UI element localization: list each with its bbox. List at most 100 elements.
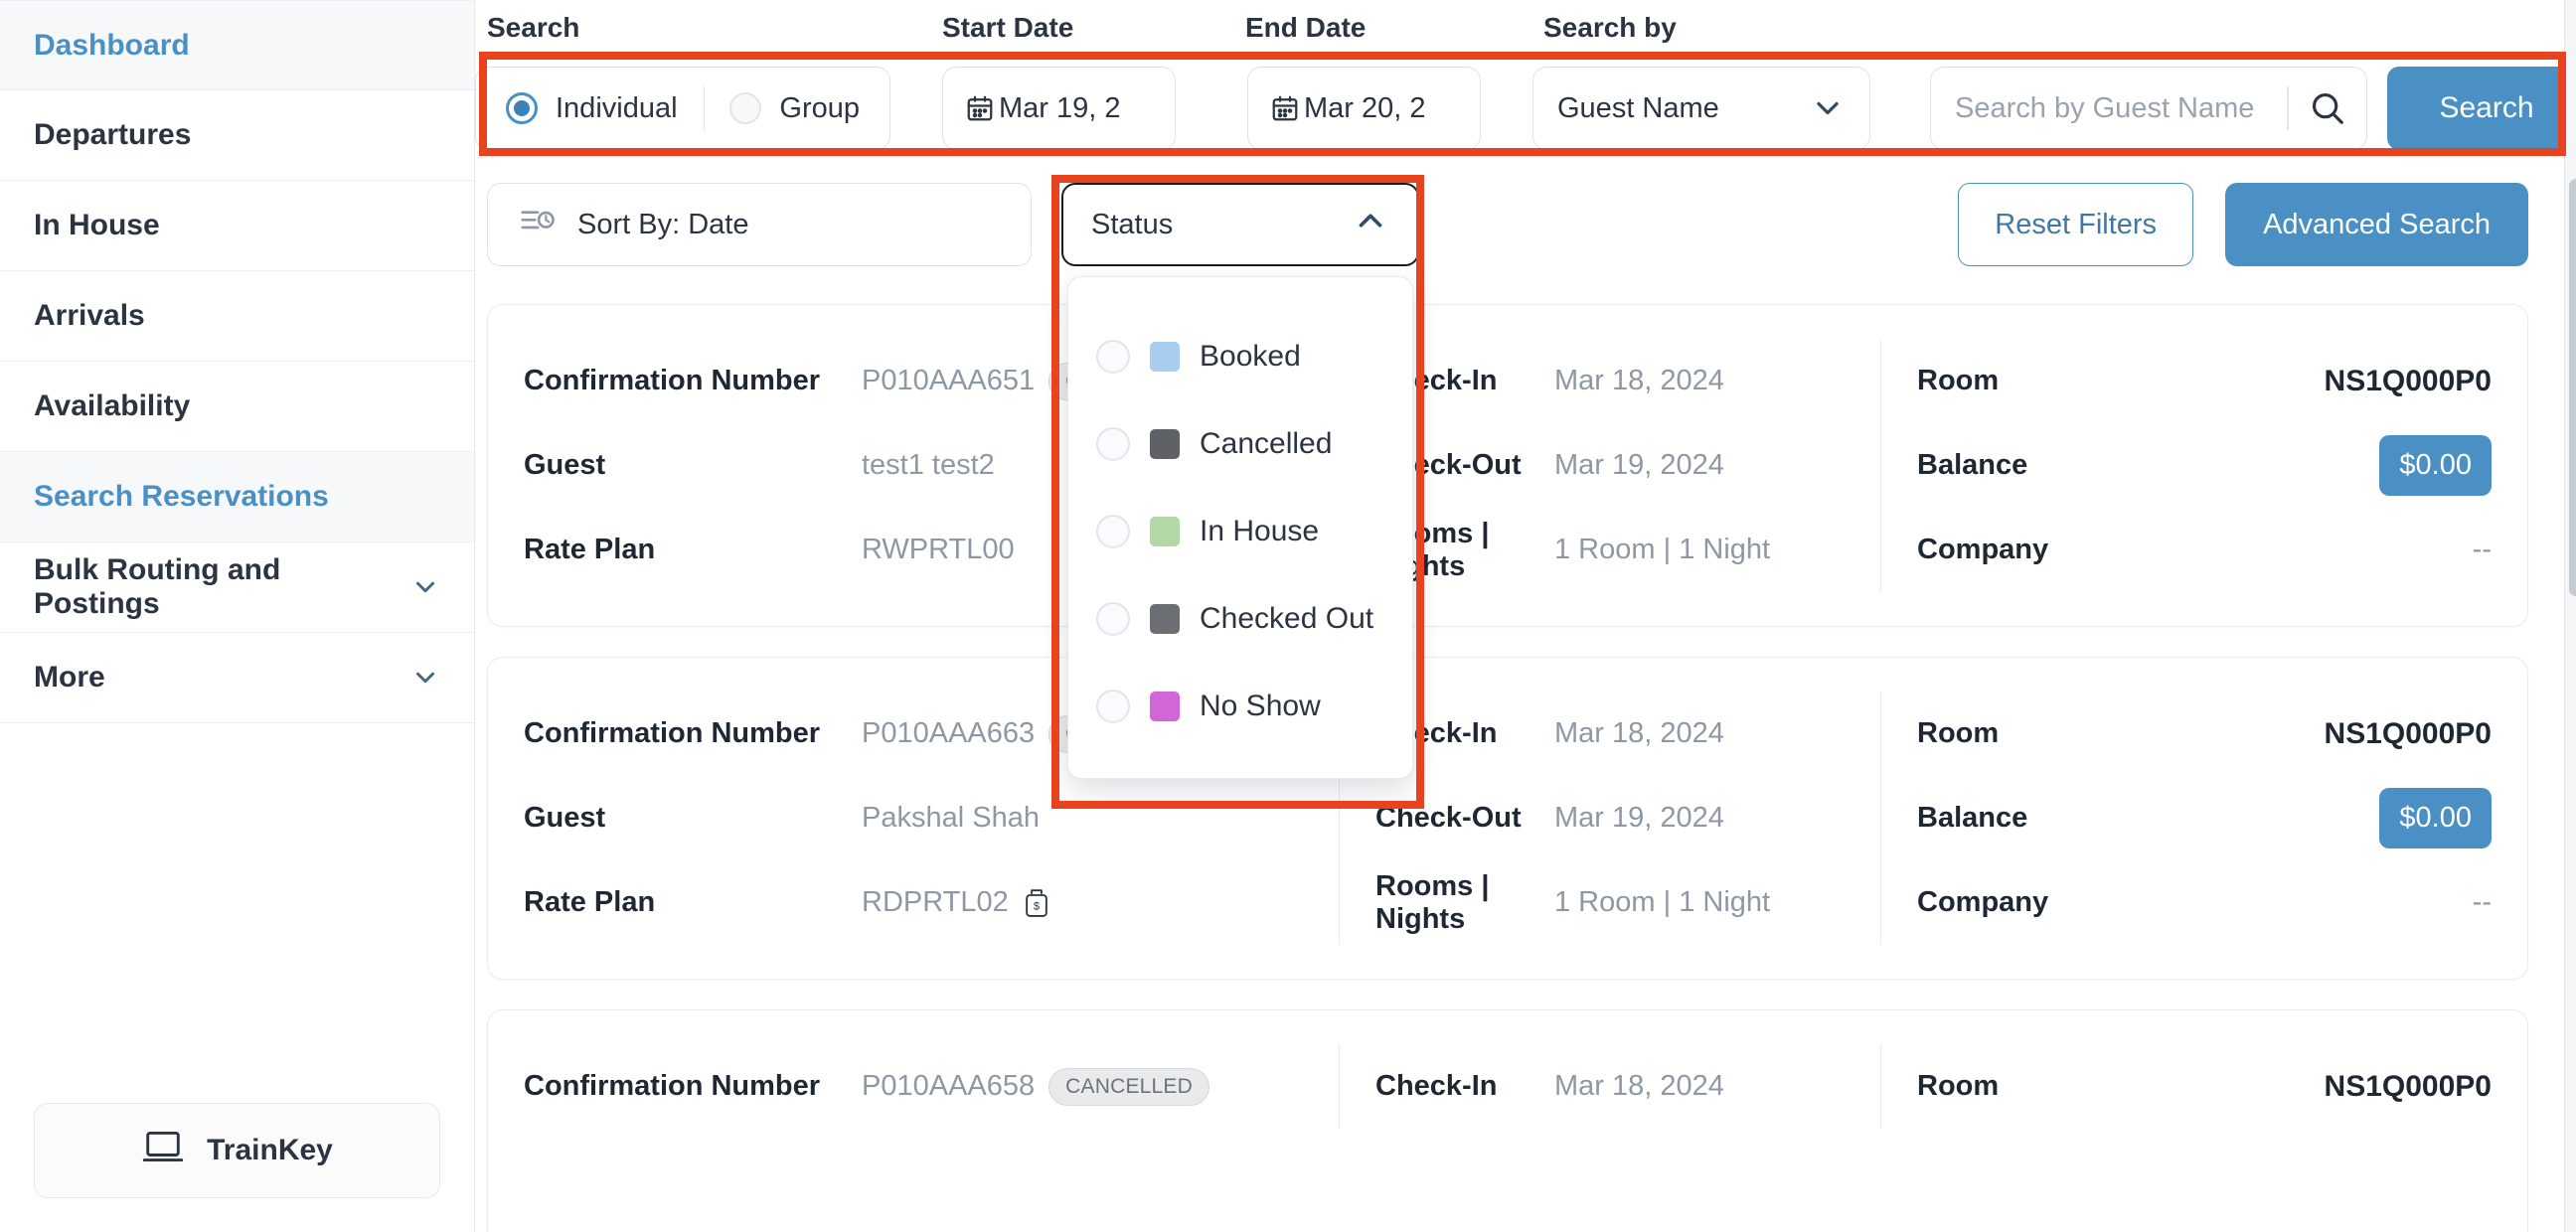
field-room: Room NS1Q000P0: [1917, 692, 2492, 776]
status-dropdown: Status Booked: [1061, 183, 1419, 779]
field-label: Company: [1917, 534, 2049, 565]
confirmation-number-value: P010AAA658: [862, 1070, 1036, 1102]
field-label: Confirmation Number: [524, 717, 821, 749]
radio-unselected-icon[interactable]: [1096, 690, 1130, 723]
search-input-wrapper[interactable]: Search by Guest Name: [1930, 67, 2367, 150]
field-value: Pakshal Shah: [862, 802, 1040, 834]
chevron-down-icon: [410, 572, 440, 602]
field-value: RDPRTL02 $: [862, 886, 1050, 919]
status-badge: CANCELLED: [1048, 1067, 1209, 1106]
field-value: NS1Q000P0: [2324, 364, 2492, 397]
search-by-value: Guest Name: [1557, 91, 1719, 124]
sidebar-item-label: Arrivals: [34, 299, 145, 332]
sort-by-dropdown[interactable]: Sort By: Date: [487, 183, 1032, 266]
balance-badge[interactable]: $0.00: [2379, 788, 2492, 848]
field-value: test1 test2: [862, 449, 995, 481]
chevron-down-icon: [1810, 90, 1846, 126]
field-check-in: Check-In Mar 18, 2024: [1375, 692, 1845, 776]
advanced-search-button[interactable]: Advanced Search: [2225, 183, 2528, 266]
sidebar-item-search-reservations[interactable]: Search Reservations: [0, 452, 474, 542]
field-company: Company --: [1917, 860, 2492, 945]
field-value: --: [2472, 534, 2492, 565]
scrollbar-thumb[interactable]: [2569, 179, 2576, 596]
status-option-label: Checked Out: [1200, 602, 1374, 635]
sidebar-item-more[interactable]: More: [0, 633, 474, 723]
reservation-room-column: Room NS1Q000P0: [1880, 1044, 2527, 1129]
search-field-labels: Search Start Date End Date Search by: [475, 0, 2576, 56]
field-label: Guest: [524, 802, 606, 834]
confirmation-number-value: P010AAA663: [862, 717, 1036, 749]
rate-plan-value: RDPRTL02: [862, 886, 1009, 918]
status-option-in-house[interactable]: In House: [1068, 488, 1412, 575]
field-value: 1 Room | 1 Night: [1554, 886, 1771, 918]
table-row[interactable]: Confirmation Number P010AAA658 CANCELLED…: [487, 1009, 2528, 1232]
search-input[interactable]: Search by Guest Name: [1955, 91, 2255, 124]
search-button[interactable]: Search: [2387, 67, 2576, 150]
sidebar-item-in-house[interactable]: In House: [0, 181, 474, 271]
sidebar-item-availability[interactable]: Availability: [0, 362, 474, 452]
field-value: P010AAA658 CANCELLED: [862, 1067, 1209, 1106]
search-icon[interactable]: [2289, 89, 2366, 127]
sidebar-item-departures[interactable]: Departures: [0, 90, 474, 181]
sidebar-item-dashboard[interactable]: Dashboard: [0, 0, 474, 90]
chevron-down-icon: [410, 663, 440, 693]
trainkey-button[interactable]: TrainKey: [34, 1103, 440, 1198]
field-balance: Balance $0.00: [1917, 423, 2492, 508]
start-date-field[interactable]: Mar 19, 2: [942, 67, 1176, 150]
search-by-select[interactable]: Guest Name: [1532, 67, 1870, 150]
sidebar-item-label: In House: [34, 209, 160, 241]
field-value: Mar 19, 2024: [1554, 449, 1724, 481]
status-option-checked-out[interactable]: Checked Out: [1068, 575, 1412, 663]
sidebar-footer: TrainKey: [0, 1103, 474, 1232]
field-rate-plan: Rate Plan RDPRTL02 $: [524, 860, 1303, 945]
field-label: Check-Out: [1375, 802, 1522, 834]
calendar-icon: [1270, 93, 1300, 123]
status-dropdown-toggle[interactable]: Status: [1061, 183, 1419, 266]
field-rooms-nights: Rooms | Nights 1 Room | 1 Night: [1375, 508, 1845, 592]
radio-selected-icon: [506, 92, 538, 124]
search-type-radio-group[interactable]: Individual Group: [475, 67, 890, 150]
balance-badge[interactable]: $0.00: [2379, 435, 2492, 496]
table-row[interactable]: Confirmation Number P010AAA651 CANCELLED…: [487, 304, 2528, 627]
divider: [703, 85, 705, 131]
sidebar-item-label: Dashboard: [34, 28, 190, 62]
sidebar-item-arrivals[interactable]: Arrivals: [0, 271, 474, 362]
radio-unselected-icon[interactable]: [1096, 340, 1130, 374]
radio-unselected-icon[interactable]: [1096, 515, 1130, 548]
sidebar-item-bulk-routing-and-postings[interactable]: Bulk Routing and Postings: [0, 542, 474, 633]
field-label: Room: [1917, 1070, 2000, 1102]
end-date-value: Mar 20, 2: [1304, 91, 1426, 124]
field-value: $0.00: [2379, 788, 2492, 848]
table-row[interactable]: Confirmation Number P010AAA663 CANCELLED…: [487, 657, 2528, 980]
radio-option-group[interactable]: Group: [729, 92, 860, 125]
field-label: Room: [1917, 365, 2000, 396]
search-controls-row: Individual Group: [475, 56, 2576, 161]
status-option-cancelled[interactable]: Cancelled: [1068, 400, 1412, 488]
status-color-swatch: [1150, 692, 1180, 721]
radio-unselected-icon[interactable]: [1096, 602, 1130, 636]
field-label: Balance: [1917, 449, 2028, 481]
end-date-field[interactable]: Mar 20, 2: [1247, 67, 1481, 150]
sidebar-item-label: Availability: [34, 389, 191, 422]
status-option-no-show[interactable]: No Show: [1068, 663, 1412, 750]
sort-by-label: Sort By: Date: [577, 208, 749, 240]
status-color-swatch: [1150, 604, 1180, 634]
field-label: Confirmation Number: [524, 365, 821, 396]
radio-option-individual[interactable]: Individual: [506, 92, 678, 125]
status-color-swatch: [1150, 342, 1180, 372]
rate-plan-money-bag-icon[interactable]: $: [1023, 887, 1050, 919]
field-room: Room NS1Q000P0: [1917, 339, 2492, 423]
trainkey-label: TrainKey: [207, 1134, 333, 1166]
reset-filters-button[interactable]: Reset Filters: [1958, 183, 2194, 266]
laptop-icon: [141, 1130, 185, 1171]
status-option-booked[interactable]: Booked: [1068, 313, 1412, 400]
radio-unselected-icon[interactable]: [1096, 427, 1130, 461]
field-value: NS1Q000P0: [2324, 1069, 2492, 1103]
field-check-in: Check-In Mar 18, 2024: [1375, 1044, 1845, 1129]
field-rooms-nights: Rooms | Nights 1 Room | 1 Night: [1375, 860, 1845, 945]
sidebar-item-label: Departures: [34, 118, 192, 151]
status-option-label: No Show: [1200, 690, 1321, 722]
field-label: Check-In: [1375, 1070, 1498, 1102]
radio-unselected-icon: [729, 92, 762, 124]
vertical-scrollbar[interactable]: [2564, 0, 2576, 1232]
